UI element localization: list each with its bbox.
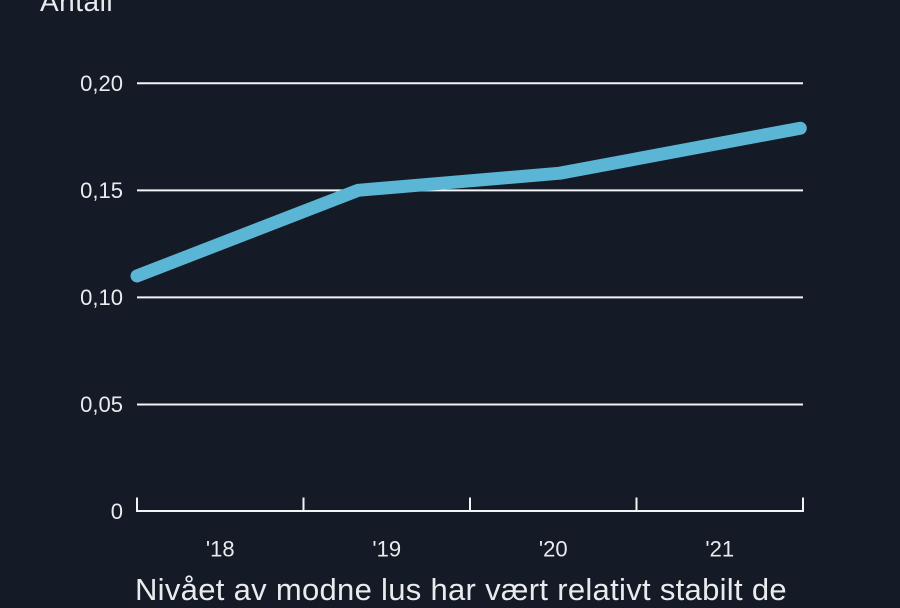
x-tick-label: '18 <box>206 537 235 562</box>
x-tick-label: '20 <box>539 537 568 562</box>
y-tick-label: 0,15 <box>80 178 123 203</box>
y-tick-label: 0,20 <box>80 71 123 96</box>
y-tick-label: 0 <box>111 499 123 524</box>
y-axis-title: Antall <box>40 0 114 17</box>
x-tick-label: '21 <box>705 537 734 562</box>
x-tick-label: '19 <box>372 537 401 562</box>
caption-text: Nivået av modne lus har vært relativt st… <box>135 572 787 607</box>
y-tick-label: 0,05 <box>80 392 123 417</box>
data-line-antall-modne-lus <box>130 121 807 283</box>
y-tick-label: 0,10 <box>80 285 123 310</box>
